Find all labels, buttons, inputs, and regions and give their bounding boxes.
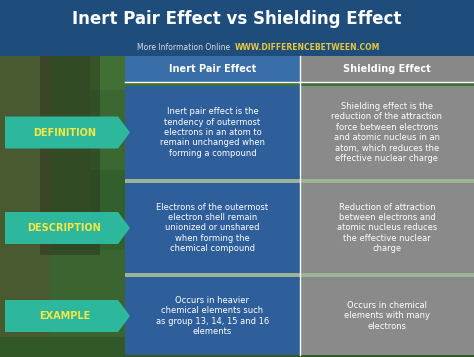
- Polygon shape: [5, 116, 130, 149]
- Polygon shape: [5, 300, 130, 332]
- Text: Occurs in heavier
chemical elements such
as group 13, 14, 15 and 16
elements: Occurs in heavier chemical elements such…: [156, 296, 269, 336]
- FancyBboxPatch shape: [0, 0, 474, 38]
- Text: DEFINITION: DEFINITION: [33, 127, 96, 137]
- FancyBboxPatch shape: [0, 15, 474, 40]
- Text: Inert Pair Effect: Inert Pair Effect: [169, 64, 256, 74]
- FancyBboxPatch shape: [125, 86, 300, 179]
- FancyBboxPatch shape: [300, 183, 474, 273]
- Text: Reduction of attraction
between electrons and
atomic nucleus reduces
the effecti: Reduction of attraction between electron…: [337, 203, 437, 253]
- FancyBboxPatch shape: [0, 170, 125, 250]
- Text: Inert Pair Effect vs Shielding Effect: Inert Pair Effect vs Shielding Effect: [73, 10, 401, 28]
- Text: DESCRIPTION: DESCRIPTION: [27, 223, 101, 233]
- FancyBboxPatch shape: [0, 250, 125, 357]
- FancyBboxPatch shape: [0, 15, 474, 40]
- FancyBboxPatch shape: [40, 55, 100, 255]
- Text: Inert pair effect is the
tendency of outermost
electrons in an atom to
remain un: Inert pair effect is the tendency of out…: [160, 107, 265, 158]
- FancyBboxPatch shape: [0, 40, 474, 90]
- FancyBboxPatch shape: [125, 277, 300, 355]
- FancyBboxPatch shape: [300, 86, 474, 179]
- FancyBboxPatch shape: [0, 38, 474, 56]
- FancyBboxPatch shape: [0, 0, 474, 357]
- Polygon shape: [5, 212, 130, 244]
- FancyBboxPatch shape: [0, 0, 474, 15]
- Text: EXAMPLE: EXAMPLE: [39, 311, 90, 321]
- FancyBboxPatch shape: [300, 277, 474, 355]
- FancyBboxPatch shape: [0, 40, 50, 357]
- Text: Shielding Effect: Shielding Effect: [343, 64, 431, 74]
- FancyBboxPatch shape: [125, 183, 300, 273]
- FancyBboxPatch shape: [300, 56, 474, 82]
- FancyBboxPatch shape: [50, 40, 90, 240]
- FancyBboxPatch shape: [0, 90, 125, 170]
- Text: Shielding effect is the
reduction of the attraction
force between electrons
and : Shielding effect is the reduction of the…: [331, 102, 443, 163]
- Text: Occurs in chemical
elements with many
electrons: Occurs in chemical elements with many el…: [344, 301, 430, 331]
- Text: Electrons of the outermost
electron shell remain
unionized or unshared
when form: Electrons of the outermost electron shel…: [156, 203, 269, 253]
- FancyBboxPatch shape: [0, 337, 474, 357]
- FancyBboxPatch shape: [125, 56, 300, 82]
- Text: WWW.DIFFERENCEBETWEEN.COM: WWW.DIFFERENCEBETWEEN.COM: [235, 42, 380, 51]
- Text: More Information Online: More Information Online: [137, 42, 230, 51]
